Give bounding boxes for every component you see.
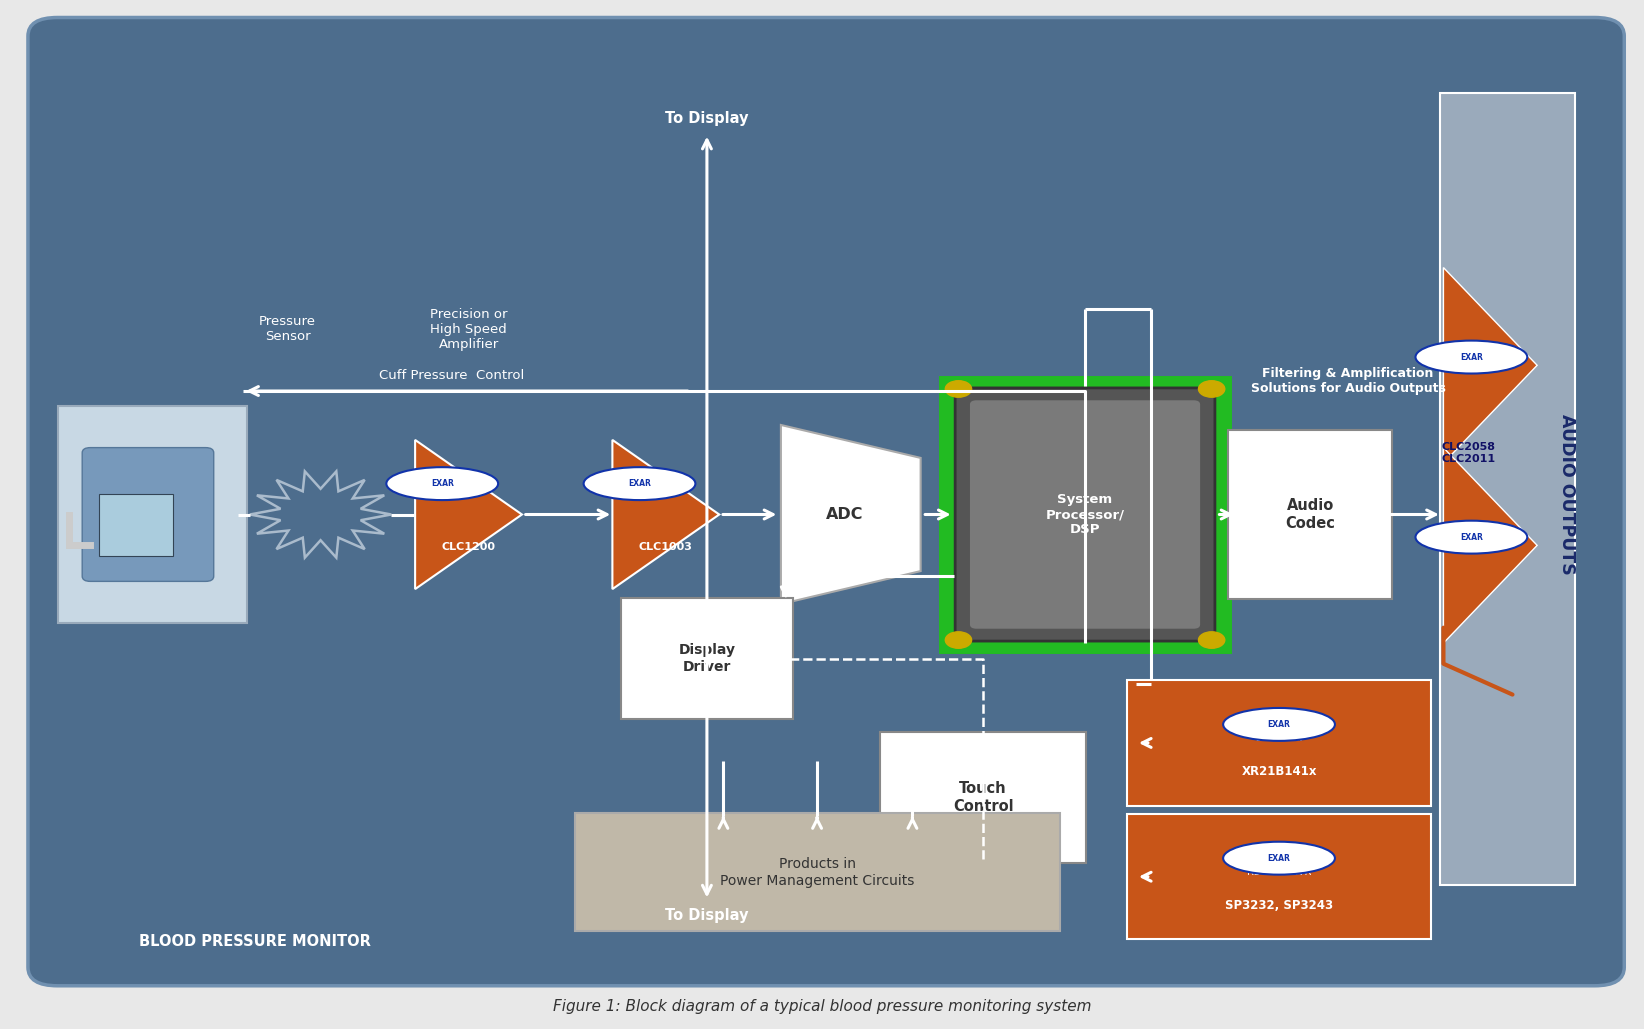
Text: SP3232, SP3243: SP3232, SP3243 bbox=[1225, 899, 1333, 912]
Text: CLC2058
CLC2011: CLC2058 CLC2011 bbox=[1442, 442, 1494, 463]
Ellipse shape bbox=[386, 467, 498, 500]
Text: Figure 1: Block diagram of a typical blood pressure monitoring system: Figure 1: Block diagram of a typical blo… bbox=[552, 999, 1092, 1014]
Text: ADC: ADC bbox=[827, 507, 863, 522]
Polygon shape bbox=[613, 440, 720, 589]
Circle shape bbox=[945, 632, 972, 648]
Ellipse shape bbox=[1415, 521, 1527, 554]
Polygon shape bbox=[781, 425, 921, 604]
Text: Cuff Pressure  Control: Cuff Pressure Control bbox=[380, 369, 524, 382]
Polygon shape bbox=[1443, 268, 1537, 463]
Text: EXAR: EXAR bbox=[431, 480, 454, 488]
FancyBboxPatch shape bbox=[621, 598, 792, 719]
Text: To Display: To Display bbox=[666, 908, 748, 923]
FancyBboxPatch shape bbox=[881, 732, 1085, 863]
Circle shape bbox=[945, 381, 972, 397]
Text: To Display: To Display bbox=[666, 110, 748, 126]
Ellipse shape bbox=[1223, 842, 1335, 875]
Text: BLOOD PRESSURE MONITOR: BLOOD PRESSURE MONITOR bbox=[138, 934, 372, 949]
FancyBboxPatch shape bbox=[82, 448, 214, 581]
FancyBboxPatch shape bbox=[28, 17, 1624, 986]
Text: EXAR: EXAR bbox=[628, 480, 651, 488]
Circle shape bbox=[1198, 381, 1225, 397]
Text: XR21B141x: XR21B141x bbox=[1241, 766, 1317, 778]
FancyBboxPatch shape bbox=[955, 388, 1215, 641]
Text: EXAR: EXAR bbox=[1460, 533, 1483, 541]
FancyBboxPatch shape bbox=[1228, 430, 1392, 599]
Text: AUDIO OUTPUTS: AUDIO OUTPUTS bbox=[1559, 414, 1575, 574]
FancyBboxPatch shape bbox=[942, 379, 1228, 650]
Text: USB UART: USB UART bbox=[1254, 733, 1304, 743]
Ellipse shape bbox=[1223, 708, 1335, 741]
Text: Display
Driver: Display Driver bbox=[679, 643, 735, 674]
Text: CLC1200: CLC1200 bbox=[442, 542, 495, 553]
FancyBboxPatch shape bbox=[575, 813, 1060, 931]
Text: Touch
Control: Touch Control bbox=[954, 781, 1013, 814]
Circle shape bbox=[1198, 632, 1225, 648]
FancyBboxPatch shape bbox=[99, 494, 173, 556]
FancyBboxPatch shape bbox=[1128, 680, 1430, 806]
Text: Filtering & Amplification
Solutions for Audio Outputs: Filtering & Amplification Solutions for … bbox=[1251, 366, 1445, 395]
Ellipse shape bbox=[1415, 341, 1527, 374]
Text: System
Processor/
DSP: System Processor/ DSP bbox=[1046, 493, 1124, 536]
FancyBboxPatch shape bbox=[58, 406, 247, 623]
Text: EXAR: EXAR bbox=[1268, 854, 1291, 862]
Polygon shape bbox=[414, 440, 521, 589]
Text: CLC1003: CLC1003 bbox=[640, 542, 692, 553]
Text: EXAR: EXAR bbox=[1268, 720, 1291, 729]
FancyBboxPatch shape bbox=[1128, 814, 1430, 939]
Ellipse shape bbox=[584, 467, 695, 500]
Text: Products in
Power Management Circuits: Products in Power Management Circuits bbox=[720, 857, 914, 888]
FancyBboxPatch shape bbox=[1440, 93, 1575, 885]
Text: EXAR: EXAR bbox=[1460, 353, 1483, 361]
FancyBboxPatch shape bbox=[970, 400, 1200, 629]
Text: Precision or
High Speed
Amplifier: Precision or High Speed Amplifier bbox=[429, 308, 508, 351]
Polygon shape bbox=[1443, 448, 1537, 643]
Text: Pressure
Sensor: Pressure Sensor bbox=[260, 315, 316, 344]
Text: RS-232 XCVR: RS-232 XCVR bbox=[1246, 866, 1312, 877]
Text: Audio
Codec: Audio Codec bbox=[1286, 498, 1335, 531]
